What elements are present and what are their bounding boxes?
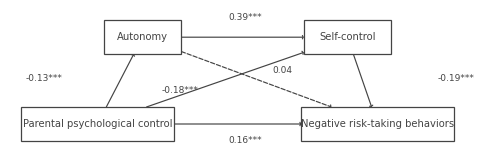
Text: Self-control: Self-control — [320, 32, 376, 42]
Text: 0.16***: 0.16*** — [228, 136, 262, 145]
FancyBboxPatch shape — [104, 20, 181, 54]
Text: -0.13***: -0.13*** — [26, 74, 63, 83]
FancyBboxPatch shape — [22, 107, 174, 141]
Text: 0.39***: 0.39*** — [228, 13, 262, 22]
Text: -0.19***: -0.19*** — [438, 74, 474, 83]
Text: Negative risk-taking behaviors: Negative risk-taking behaviors — [301, 119, 454, 129]
Text: 0.04: 0.04 — [272, 66, 292, 75]
Text: Parental psychological control: Parental psychological control — [23, 119, 172, 129]
FancyBboxPatch shape — [304, 20, 391, 54]
Text: -0.18***: -0.18*** — [162, 86, 198, 95]
FancyBboxPatch shape — [301, 107, 454, 141]
Text: Autonomy: Autonomy — [117, 32, 168, 42]
